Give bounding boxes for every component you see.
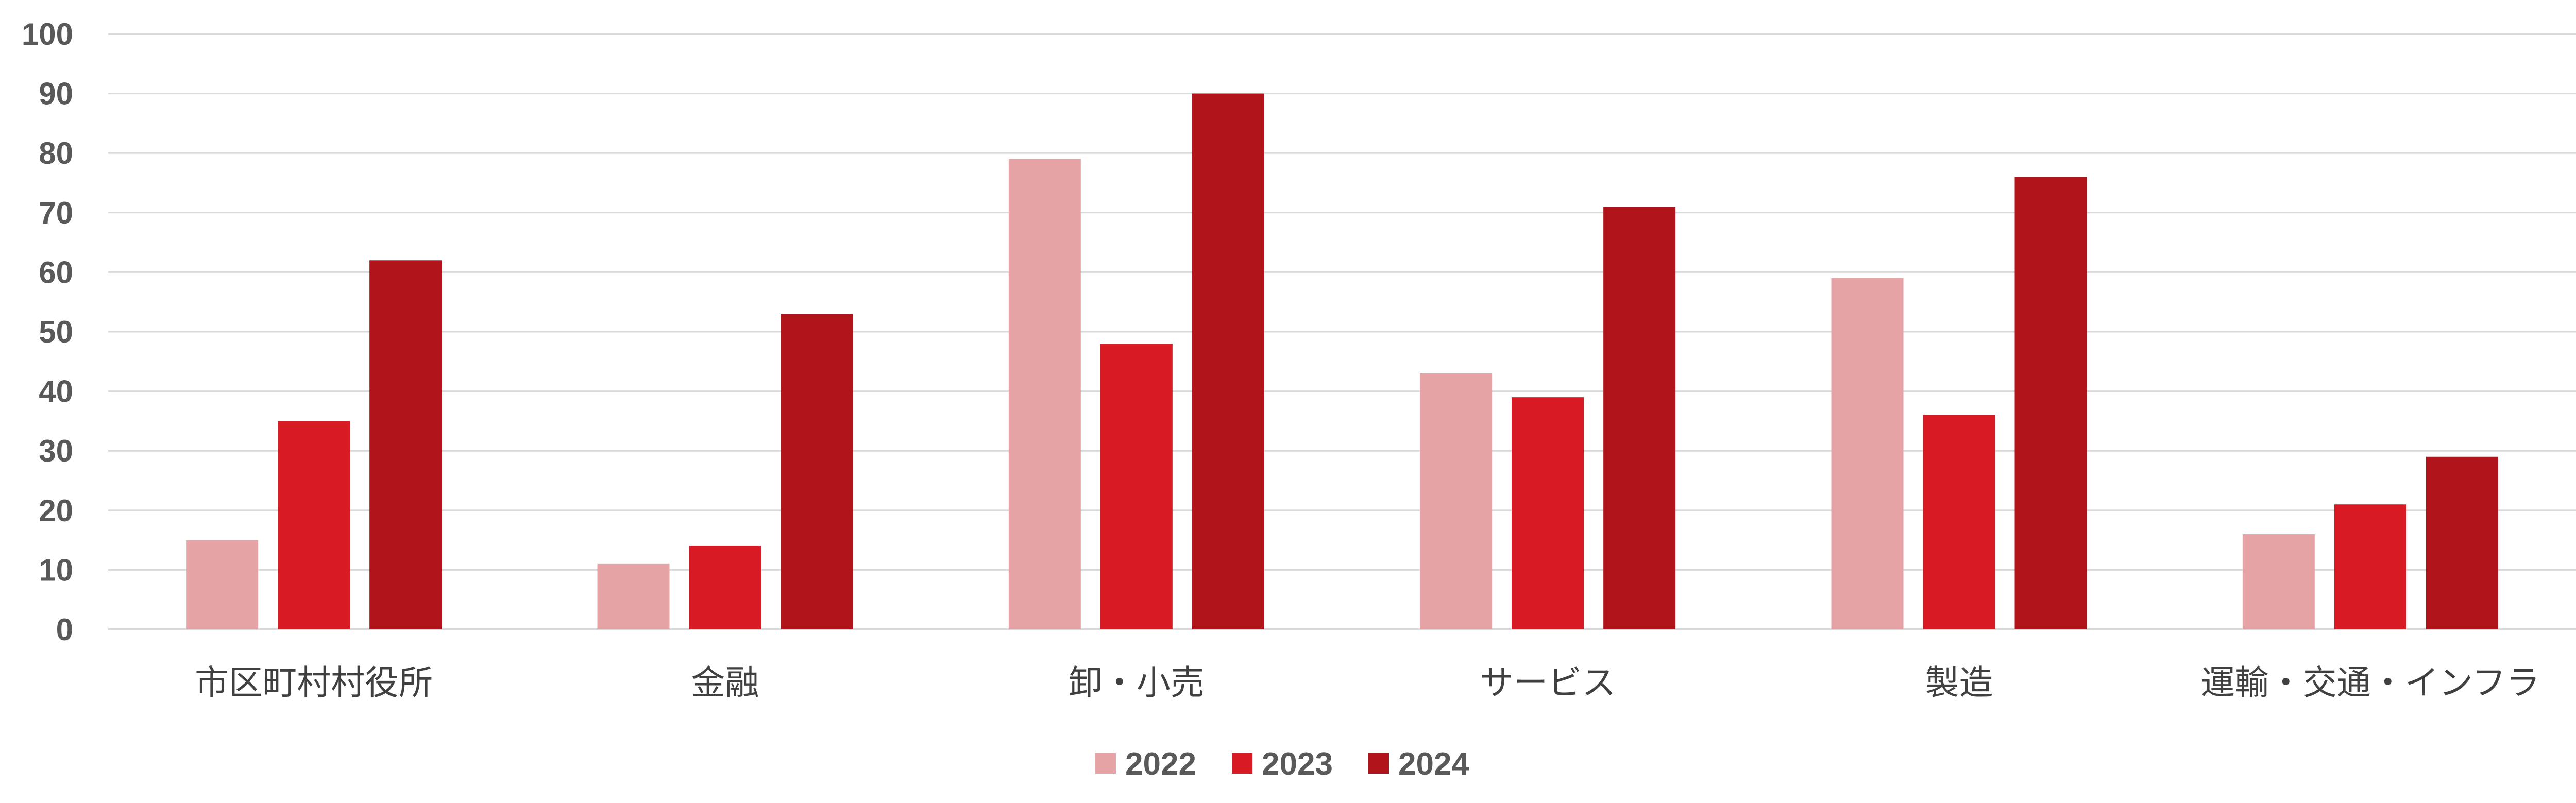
bar-2023 [1100,344,1173,629]
y-tick-label: 10 [39,553,73,587]
y-tick-label: 80 [39,136,73,170]
x-category-label: 金融 [691,663,759,703]
legend-swatch [1095,753,1116,774]
y-tick-label: 20 [39,493,73,528]
bar-2024 [2014,177,2087,629]
bar-2024 [2426,456,2498,629]
legend-swatch [1368,753,1389,774]
bar-2023 [1512,397,1584,629]
bar-2023 [278,421,350,629]
y-tick-label: 90 [39,77,73,111]
y-tick-label: 40 [39,374,73,409]
bar-2022 [1831,278,1904,629]
bar-2023 [2334,504,2406,629]
y-tick-label: 60 [39,255,73,289]
x-category-label: 製造 [1925,663,1993,703]
y-tick-label: 50 [39,315,73,349]
bar-2023 [1923,415,1995,629]
bar-2022 [186,540,259,629]
x-category-label: サービス [1480,663,1616,703]
bar-2022 [597,563,670,629]
bar-2024 [1603,207,1676,629]
legend: 2022 2023 2024 [1095,746,1469,782]
y-tick-label: 70 [39,196,73,230]
bar-2022 [2242,534,2315,629]
bar-2024 [369,260,442,629]
y-tick-label: 0 [56,612,73,647]
y-tick-label: 100 [22,17,73,52]
bar-2022 [1008,159,1081,629]
legend-label: 2024 [1398,746,1469,782]
bar-2024 [1192,93,1264,630]
y-axis-ticks: 0 10 20 30 40 50 60 70 80 90 100 [22,17,73,647]
x-category-label: 運輸・交通・インフラ [2201,663,2540,703]
legend-swatch [1232,753,1252,774]
x-category-label: 市区町村村役所 [195,663,433,703]
bar-2023 [689,546,761,629]
bars-layer [186,93,2498,630]
legend-label: 2022 [1125,746,1196,782]
x-category-label: 卸・小売 [1069,663,1205,703]
grid-layer [108,33,2576,630]
bar-2024 [781,314,853,629]
x-axis-categories: 市区町村村役所 金融 卸・小売 サービス 製造 運輸・交通・インフラ [195,663,2540,703]
bar-2022 [1420,373,1493,629]
legend-label: 2023 [1262,746,1333,782]
y-tick-label: 30 [39,434,73,468]
